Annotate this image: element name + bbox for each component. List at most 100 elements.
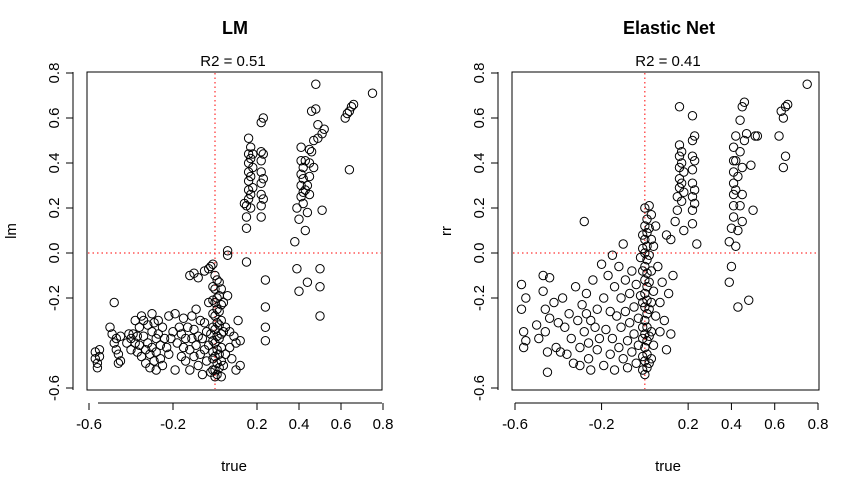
data-point: [633, 340, 644, 350]
data-point: [735, 115, 745, 125]
data-point: [575, 360, 585, 371]
data-point: [687, 165, 698, 175]
data-point: [214, 306, 224, 317]
data-point: [319, 124, 329, 134]
data-point: [642, 295, 652, 305]
data-point: [256, 156, 266, 166]
data-point: [557, 293, 568, 303]
chart-subtitle: R2 = 0.41: [635, 53, 700, 70]
x-tick-label: 0.6: [764, 416, 785, 433]
data-point: [538, 270, 548, 281]
data-point: [640, 288, 650, 299]
data-point: [185, 345, 195, 355]
data-point: [212, 275, 222, 285]
data-point: [618, 354, 628, 364]
data-point: [566, 333, 576, 344]
data-point: [208, 282, 218, 292]
data-point: [579, 216, 589, 227]
data-point: [218, 297, 229, 308]
data-point: [147, 327, 157, 337]
data-point: [241, 223, 252, 233]
data-point: [674, 174, 685, 184]
data-point: [737, 162, 747, 173]
data-point: [304, 171, 315, 182]
y-tick-label: 0.0: [471, 243, 488, 264]
data-point: [201, 356, 212, 366]
data-point: [555, 347, 566, 357]
data-point: [540, 327, 550, 337]
x-tick-label: -0.2: [589, 416, 615, 433]
data-point: [124, 329, 134, 339]
data-point: [640, 275, 650, 285]
data-point: [644, 331, 654, 341]
data-point: [210, 284, 220, 294]
data-point: [170, 309, 180, 319]
data-point: [208, 259, 218, 269]
data-point: [166, 333, 176, 344]
data-point: [596, 259, 607, 269]
data-point: [233, 315, 243, 326]
data-point: [197, 333, 208, 344]
data-point: [599, 293, 609, 303]
data-point: [640, 302, 650, 312]
data-point: [298, 187, 308, 197]
data-point: [159, 333, 170, 344]
data-point: [644, 304, 654, 314]
data-point: [737, 189, 747, 200]
data-point: [746, 160, 756, 170]
data-point: [306, 147, 317, 157]
data-point: [292, 203, 302, 213]
y-tick-label: 0.0: [46, 243, 63, 264]
y-tick-label: 0.8: [471, 63, 488, 84]
data-point: [544, 273, 555, 283]
data-point: [687, 178, 698, 188]
data-point: [248, 149, 258, 159]
data-point: [644, 250, 654, 260]
data-point: [540, 304, 550, 314]
data-point: [609, 282, 620, 292]
data-point: [731, 185, 741, 195]
data-point: [344, 106, 355, 116]
data-point: [189, 351, 199, 362]
data-point: [115, 331, 126, 341]
data-point: [674, 151, 685, 161]
data-point: [518, 327, 529, 337]
data-point: [315, 264, 325, 274]
data-point: [659, 315, 670, 326]
data-point: [111, 345, 122, 355]
data-point: [134, 340, 145, 350]
data-point: [622, 363, 633, 373]
data-point: [260, 336, 271, 346]
data-point: [521, 293, 531, 303]
data-point: [631, 279, 641, 290]
data-point: [348, 99, 359, 110]
data-point: [577, 300, 587, 310]
data-point: [663, 288, 674, 299]
data-point: [178, 342, 189, 353]
data-point: [243, 176, 254, 186]
y-tick-label: 0.8: [46, 63, 63, 84]
data-point: [151, 347, 161, 357]
data-point: [136, 351, 147, 362]
data-point: [208, 322, 218, 332]
y-tick-label: 0.2: [46, 198, 63, 219]
data-point: [542, 347, 553, 357]
data-point: [607, 333, 618, 344]
data-point: [640, 203, 650, 213]
data-point: [780, 151, 791, 161]
data-point: [644, 201, 654, 211]
data-point: [208, 336, 218, 346]
data-point: [340, 113, 350, 123]
chart-title: LM: [222, 18, 248, 38]
data-point: [737, 216, 747, 227]
data-point: [616, 293, 626, 303]
data-point: [562, 349, 572, 359]
data-point: [640, 315, 650, 326]
data-point: [642, 309, 652, 319]
data-point: [113, 358, 124, 368]
data-point: [689, 156, 700, 166]
y-tick-label: -0.6: [471, 375, 488, 401]
data-point: [666, 329, 676, 339]
data-point: [629, 302, 639, 312]
data-point: [157, 360, 168, 371]
